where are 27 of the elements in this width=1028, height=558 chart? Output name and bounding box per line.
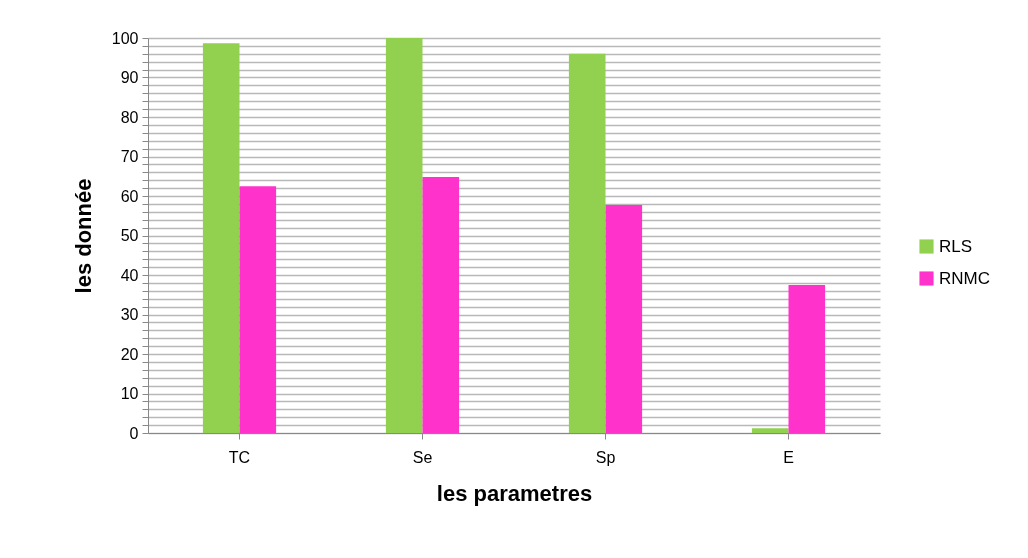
bar [568,53,606,433]
y-tick-label: 30 [120,306,139,323]
y-tick-label: 90 [120,69,139,86]
bar [385,38,423,433]
y-tick-label: 10 [120,385,139,402]
y-tick-label: 0 [129,424,139,442]
y-tick-label: 20 [120,345,139,363]
y-tick-label: 100 [111,29,139,47]
x-tick-label: Se [412,448,433,466]
bar [751,428,789,433]
legend-label: RNMC [939,268,990,288]
bar [605,205,643,433]
y-tick-label: 80 [120,108,139,126]
y-tick-label: 40 [120,266,139,284]
bar [239,186,277,433]
x-tick-label: TC [228,448,251,466]
y-tick-label: 50 [120,227,139,244]
y-tick-label: 60 [120,187,139,205]
bar [422,177,460,433]
x-tick-label: E [783,448,794,466]
x-tick-label: Sp [595,448,616,466]
bar [788,284,826,433]
y-axis-title: les donnée [70,178,96,294]
bar [202,43,240,433]
x-axis-title: les parametres [436,480,593,506]
legend-label: RLS [939,236,973,256]
y-tick-label: 70 [120,148,139,165]
